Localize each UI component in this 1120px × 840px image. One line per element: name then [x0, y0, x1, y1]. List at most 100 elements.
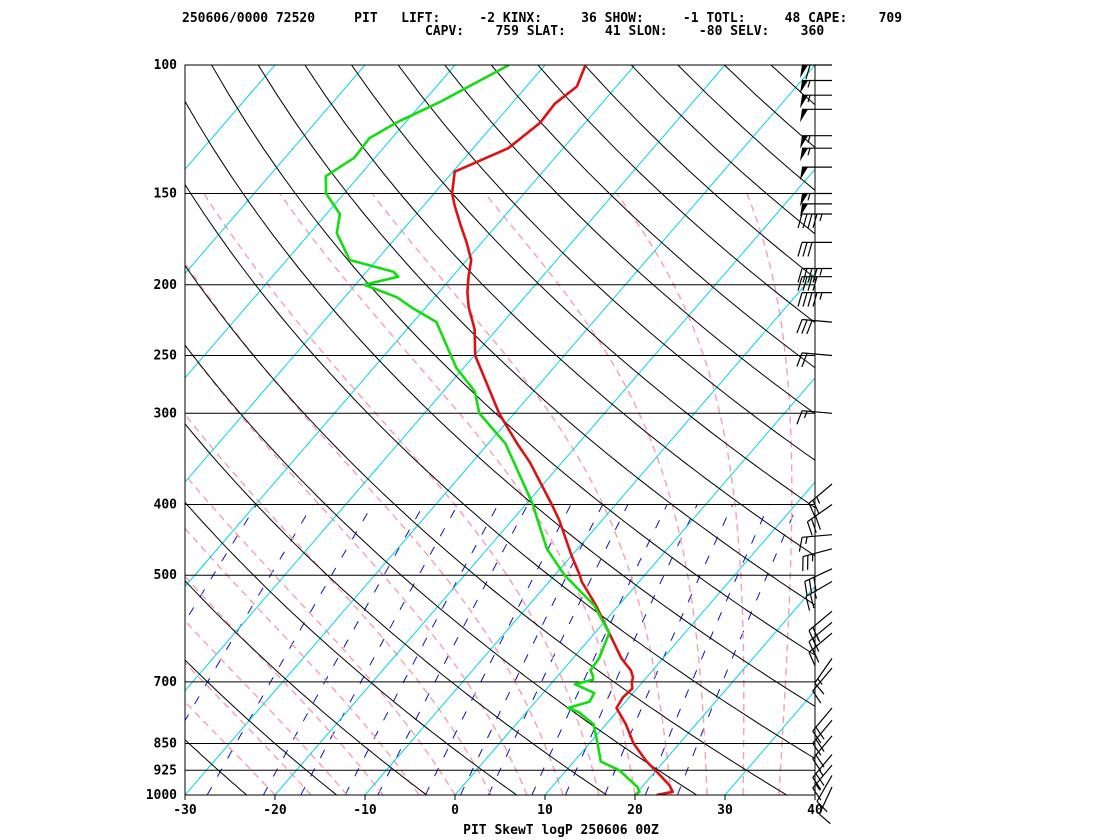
temperature-tick-label: 10: [537, 803, 553, 818]
dry-adiabat-line: [397, 65, 815, 461]
pressure-tick-label: 200: [154, 278, 178, 293]
dry-adiabat-line: [185, 501, 517, 795]
moist-adiabat-line: [185, 473, 456, 795]
wind-barb: [800, 64, 832, 80]
wind-barb: [804, 568, 833, 596]
moist-adiabat-line: [279, 193, 636, 795]
wind-barb: [806, 504, 833, 536]
wind-barb: [797, 292, 832, 307]
wind-barb: [796, 318, 833, 335]
dry-adiabat-line: [351, 65, 815, 509]
wind-barb: [796, 410, 833, 425]
mixing-ratio-line: [300, 504, 459, 795]
moist-adiabat-line: [371, 193, 672, 795]
dry-adiabat-line: [1051, 65, 1120, 795]
wind-barb: [800, 147, 832, 162]
wind-barb: [797, 241, 832, 257]
header-line-1: 250606/0000 72520 PIT LIFT: -2 KINX: 36 …: [182, 11, 902, 26]
mixing-ratio-line: [564, 504, 698, 795]
dry-adiabat-line: [864, 65, 1120, 795]
moist-adiabat-line: [185, 575, 384, 795]
temperature-tick-label: -10: [353, 803, 377, 818]
isotherm-line: [724, 689, 815, 795]
isotherm-line: [634, 585, 815, 795]
isotherm-line: [454, 377, 815, 795]
wind-barb: [800, 108, 832, 123]
temperature-tick-label: 30: [717, 803, 733, 818]
wind-barb: [797, 267, 832, 283]
wind-barb: [800, 192, 832, 207]
isotherm-line: [185, 65, 546, 483]
dry-adiabat-line: [818, 65, 1120, 795]
mixing-ratio-lines: [185, 504, 799, 795]
dry-adiabat-line: [211, 65, 815, 656]
isotherm-line: [814, 794, 815, 795]
moist-adiabat-line: [203, 193, 600, 795]
pressure-tick-label: 300: [154, 406, 178, 421]
dry-adiabat-line: [537, 65, 815, 324]
wind-barb: [797, 213, 832, 229]
dry-adiabat-line: [724, 65, 815, 149]
dry-adiabat-line: [630, 65, 815, 235]
moist-adiabats: [185, 193, 793, 795]
dry-adiabat-line: [1004, 65, 1120, 795]
dry-adiabat-line: [490, 65, 815, 369]
isotherm-line: [0, 65, 95, 795]
pressure-tick-label: 925: [154, 763, 177, 778]
wind-barb: [818, 786, 833, 825]
plot-frame: [184, 64, 816, 796]
pressure-tick-label: 150: [154, 187, 178, 202]
temperature-tick-label: -30: [173, 803, 197, 818]
wind-barb: [798, 534, 833, 552]
mixing-ratio-line: [677, 504, 799, 795]
temperature-tick-label: 40: [807, 803, 823, 818]
pressure-tick-label: 500: [154, 568, 178, 583]
temperature-profile: [450, 65, 675, 795]
wind-barb: [800, 166, 832, 181]
temperature-tick-label: -20: [263, 803, 287, 818]
x-axis-label: PIT SkewT logP 250606 00Z: [463, 823, 659, 838]
dry-adiabat-line: [185, 423, 607, 795]
wind-barb: [812, 707, 833, 744]
wind-barb: [816, 775, 833, 813]
pressure-tick-label: 1000: [146, 788, 177, 803]
isotherm-line: [185, 65, 726, 692]
wind-barb: [812, 719, 833, 756]
dry-adiabat-line: [911, 65, 1120, 795]
isotherm-line: [274, 168, 815, 795]
temperature-tick-label: 0: [451, 803, 459, 818]
temperature-tick-label: 20: [627, 803, 643, 818]
header-line-2: CAPV: 759 SLAT: 41 SLON: -80 SELV: 360: [425, 24, 824, 39]
wind-barbs: [796, 64, 833, 825]
wind-barb: [797, 276, 832, 291]
dry-adiabat-line: [185, 739, 248, 795]
dry-adiabat-line: [185, 580, 427, 795]
moist-adiabat-line: [185, 527, 420, 795]
dewpoint-profile: [324, 65, 641, 795]
wind-barb: [800, 203, 832, 217]
wind-barb: [808, 632, 833, 666]
pressure-tick-labels: 100 150 200 250 300 400 500 700 850 925 1000: [146, 58, 177, 803]
wind-barb: [800, 135, 832, 149]
wind-barb: [800, 79, 832, 94]
wind-barb: [812, 667, 833, 704]
mixing-ratio-line: [488, 504, 629, 795]
wind-barb: [805, 580, 833, 611]
sounding-profiles: [324, 65, 675, 795]
pressure-tick-label: 400: [154, 498, 178, 513]
dry-adiabat-line: [185, 100, 815, 707]
dry-adiabat-line: [185, 183, 815, 760]
pressure-tick-label: 250: [154, 348, 178, 363]
wind-barb: [808, 483, 833, 517]
moist-adiabat-line: [746, 193, 793, 795]
moist-adiabat-line: [616, 193, 745, 795]
moist-adiabat-line: [185, 700, 276, 795]
moist-adiabat-line: [185, 261, 564, 795]
isotherm-line: [185, 65, 815, 795]
moist-adiabat-line: [185, 661, 312, 795]
isotherm-line: [364, 272, 815, 795]
pressure-tick-label: 700: [154, 675, 178, 690]
mixing-ratio-line: [206, 504, 373, 795]
dry-adiabat-line: [304, 65, 815, 557]
wind-barb: [800, 94, 832, 109]
